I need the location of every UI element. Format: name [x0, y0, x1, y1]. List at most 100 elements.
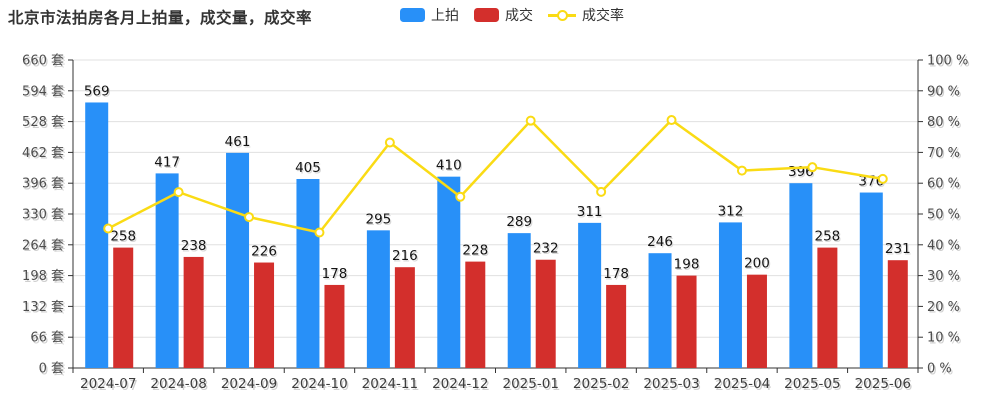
y-left-tick-label: 132 套: [22, 299, 64, 315]
rate-point-2025-05[interactable]: [807, 162, 818, 173]
y-left-tick-label: 264 套: [22, 237, 64, 253]
bar-上拍-2024-09[interactable]: [226, 152, 250, 368]
x-axis-label: 2025-04: [714, 376, 770, 392]
y-left-tick-label: 0 套: [39, 361, 64, 377]
rate-point-2025-03[interactable]: [666, 115, 677, 126]
bar-value-label: 410: [436, 158, 462, 174]
y-right-tick-label: 30 %: [927, 269, 960, 284]
bar-成交-2025-01[interactable]: [535, 259, 556, 368]
bar-value-label: 200: [744, 256, 770, 272]
x-axis-label: 2025-06: [855, 376, 911, 392]
bar-value-label: 238: [181, 238, 207, 254]
y-left-tick-label: 528 套: [22, 114, 64, 130]
rate-point-2024-07[interactable]: [103, 223, 114, 234]
bar-成交-2024-08[interactable]: [183, 256, 204, 368]
rate-point-2024-11[interactable]: [384, 137, 395, 148]
legend: 上拍 成交 成交率: [400, 5, 624, 25]
bar-上拍-2025-02[interactable]: [578, 222, 602, 368]
bar-value-label: 258: [814, 229, 840, 245]
bar-value-label: 232: [533, 241, 559, 257]
legend-item-rate[interactable]: 成交率: [548, 5, 624, 25]
y-right-tick-label: 20 %: [927, 300, 960, 315]
bar-value-label: 198: [674, 257, 700, 273]
y-left-tick-label: 660 套: [22, 53, 64, 69]
bar-value-label: 258: [110, 229, 136, 245]
bar-value-label: 312: [718, 203, 744, 219]
y-left-tick-label: 462 套: [22, 145, 64, 161]
bar-value-label: 569: [84, 83, 110, 99]
bar-value-label: 178: [322, 266, 348, 282]
y-left-tick-label: 66 套: [30, 330, 64, 346]
y-right-tick-label: 40 %: [927, 238, 960, 253]
bar-成交-2024-11[interactable]: [394, 267, 415, 368]
bar-成交-2025-02[interactable]: [606, 284, 627, 368]
rate-point-2025-04[interactable]: [736, 165, 747, 176]
bar-上拍-2024-08[interactable]: [155, 173, 179, 368]
bar-成交-2024-12[interactable]: [465, 261, 486, 368]
bar-成交-2025-05[interactable]: [817, 247, 838, 368]
bar-上拍-2024-11[interactable]: [366, 230, 390, 368]
rate-point-2025-06[interactable]: [877, 173, 888, 184]
bar-成交-2024-07[interactable]: [113, 247, 134, 368]
rate-line: [106, 118, 885, 234]
bar-上拍-2025-06[interactable]: [859, 192, 883, 368]
x-axis-label: 2024-09: [221, 376, 277, 392]
y-right-tick-label: 60 %: [927, 177, 960, 192]
bar-上拍-2025-03[interactable]: [648, 253, 672, 368]
y-left-tick-label: 396 套: [22, 176, 64, 192]
bar-value-label: 461: [225, 134, 251, 150]
y-right-tick-label: 100 %: [927, 54, 968, 69]
bar-成交-2024-10[interactable]: [324, 284, 345, 368]
legend-bar-swatch-blue-icon: [400, 8, 425, 22]
legend-item-sold[interactable]: 成交: [474, 5, 533, 25]
bar-成交-2025-03[interactable]: [676, 275, 697, 368]
legend-label-rate: 成交率: [582, 8, 624, 24]
bar-上拍-2024-12[interactable]: [437, 176, 461, 368]
x-axis-label: 2024-11: [362, 376, 418, 392]
y-left-tick-label: 198 套: [22, 268, 64, 284]
x-axis-label: 2024-10: [291, 376, 347, 392]
legend-label-listed: 上拍: [431, 8, 459, 24]
bar-成交-2025-04[interactable]: [746, 274, 767, 368]
bar-value-label: 417: [154, 154, 180, 170]
bar-上拍-2025-01[interactable]: [507, 233, 531, 368]
y-left-tick-label: 594 套: [22, 83, 64, 99]
legend-line-marker-icon: [548, 8, 576, 22]
bar-value-label: 289: [506, 214, 532, 230]
x-axis-label: 2025-03: [643, 376, 699, 392]
bar-value-label: 311: [577, 204, 603, 220]
rate-point-2025-01[interactable]: [525, 115, 536, 126]
rate-point-2024-09[interactable]: [244, 212, 255, 223]
rate-point-2024-08[interactable]: [173, 187, 184, 198]
bar-上拍-2024-07[interactable]: [85, 102, 109, 368]
bar-value-label: 228: [462, 243, 488, 259]
bar-value-label: 246: [647, 234, 673, 250]
bar-上拍-2025-04[interactable]: [718, 222, 742, 368]
y-right-tick-label: 0 %: [927, 362, 952, 377]
x-axis-label: 2025-02: [573, 376, 629, 392]
legend-bar-swatch-red-icon: [474, 8, 499, 22]
legend-label-sold: 成交: [505, 8, 533, 24]
x-axis-label: 2024-07: [80, 376, 136, 392]
bar-成交-2024-09[interactable]: [254, 262, 275, 368]
chart-title: 北京市法拍房各月上拍量，成交量，成交率: [8, 9, 313, 27]
y-left-tick-label: 330 套: [22, 207, 64, 223]
y-right-tick-label: 80 %: [927, 115, 960, 130]
x-axis-label: 2024-08: [150, 376, 206, 392]
x-axis-label: 2025-01: [503, 376, 559, 392]
y-right-tick-label: 70 %: [927, 146, 960, 161]
x-axis-label: 2025-05: [784, 376, 840, 392]
bar-value-label: 178: [603, 266, 629, 282]
bar-value-label: 226: [251, 244, 277, 260]
bar-上拍-2025-05[interactable]: [789, 183, 813, 368]
bar-成交-2025-06[interactable]: [887, 260, 908, 368]
bar-value-label: 405: [295, 160, 321, 176]
bar-value-label: 295: [365, 211, 391, 227]
rate-point-2025-02[interactable]: [596, 186, 607, 197]
rate-point-2024-12[interactable]: [455, 191, 466, 202]
rate-point-2024-10[interactable]: [314, 227, 325, 238]
legend-item-listed[interactable]: 上拍: [400, 5, 459, 25]
bar-上拍-2024-10[interactable]: [296, 179, 320, 368]
